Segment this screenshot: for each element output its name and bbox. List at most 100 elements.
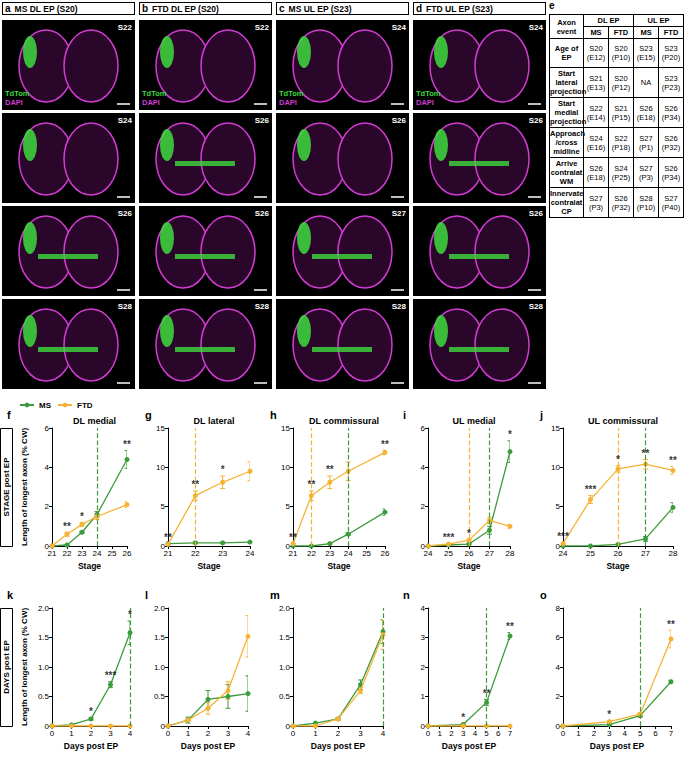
svg-text:1: 1 — [186, 729, 191, 738]
svg-text:S28: S28 — [529, 302, 544, 311]
svg-text:*: * — [89, 706, 93, 717]
svg-text:DL medial: DL medial — [73, 416, 116, 426]
svg-text:Days post EP: Days post EP — [181, 741, 236, 751]
svg-text:2: 2 — [336, 729, 341, 738]
svg-text:Stage: Stage — [197, 561, 220, 571]
svg-text:27: 27 — [641, 549, 650, 558]
svg-text:S26: S26 — [392, 116, 407, 125]
svg-text:***: *** — [105, 670, 117, 681]
svg-text:1.0: 1.0 — [38, 663, 50, 672]
svg-text:5: 5 — [638, 729, 643, 738]
svg-text:6: 6 — [421, 424, 426, 433]
svg-text:21: 21 — [289, 549, 298, 558]
svg-text:2: 2 — [449, 729, 454, 738]
svg-text:*: * — [221, 464, 225, 475]
svg-text:2: 2 — [206, 729, 211, 738]
svg-text:6: 6 — [653, 729, 658, 738]
svg-text:i: i — [403, 409, 406, 421]
svg-text:1: 1 — [313, 729, 318, 738]
svg-text:DAPI: DAPI — [416, 98, 434, 107]
svg-text:*: * — [508, 429, 512, 440]
svg-text:2: 2 — [89, 729, 94, 738]
svg-text:25: 25 — [362, 549, 371, 558]
svg-text:h: h — [270, 409, 277, 421]
svg-text:0: 0 — [166, 729, 171, 738]
svg-text:**: ** — [63, 521, 71, 532]
svg-text:Length of longest axon (% CW): Length of longest axon (% CW) — [20, 428, 29, 547]
svg-text:15: 15 — [551, 424, 560, 433]
svg-text:24: 24 — [344, 549, 353, 558]
svg-text:UL medial: UL medial — [453, 416, 496, 426]
svg-text:6: 6 — [556, 633, 561, 642]
svg-text:MS: MS — [39, 401, 52, 410]
svg-text:DAPI: DAPI — [142, 98, 160, 107]
svg-text:8: 8 — [556, 604, 561, 613]
svg-text:1.5: 1.5 — [279, 633, 291, 642]
svg-text:**: ** — [669, 455, 677, 466]
svg-text:2.0: 2.0 — [154, 604, 166, 613]
svg-text:S26: S26 — [255, 116, 270, 125]
svg-text:1.5: 1.5 — [38, 633, 50, 642]
svg-text:S22: S22 — [118, 23, 133, 32]
svg-text:g: g — [145, 409, 152, 421]
svg-text:S24: S24 — [392, 23, 407, 32]
svg-text:S24: S24 — [529, 23, 544, 32]
svg-text:Stage: Stage — [457, 561, 480, 571]
svg-text:TdTom: TdTom — [279, 89, 304, 98]
svg-text:25: 25 — [444, 549, 453, 558]
svg-text:24: 24 — [246, 549, 255, 558]
svg-text:21: 21 — [48, 549, 57, 558]
svg-text:DL lateral: DL lateral — [194, 416, 235, 426]
svg-text:4: 4 — [622, 729, 627, 738]
svg-text:2: 2 — [556, 692, 561, 701]
svg-text:Days post EP: Days post EP — [590, 741, 645, 751]
svg-text:26: 26 — [381, 549, 390, 558]
svg-text:3: 3 — [108, 729, 113, 738]
svg-text:Length of longest axon (% CW): Length of longest axon (% CW) — [20, 608, 29, 727]
svg-text:1: 1 — [421, 692, 426, 701]
svg-text:Stage: Stage — [327, 561, 350, 571]
svg-text:S28: S28 — [118, 302, 133, 311]
svg-text:24: 24 — [93, 549, 102, 558]
svg-text:0: 0 — [291, 729, 296, 738]
svg-text:22: 22 — [63, 549, 72, 558]
svg-text:4: 4 — [246, 729, 251, 738]
svg-text:22: 22 — [191, 549, 200, 558]
svg-text:Days post EP: Days post EP — [64, 741, 119, 751]
svg-text:TdTom: TdTom — [142, 89, 167, 98]
svg-text:***: *** — [557, 531, 569, 542]
svg-text:**: ** — [191, 479, 199, 490]
svg-text:0.5: 0.5 — [38, 692, 50, 701]
svg-text:***: *** — [443, 532, 455, 543]
svg-text:*: * — [128, 609, 132, 620]
svg-text:10: 10 — [551, 463, 560, 472]
svg-text:S28: S28 — [255, 302, 270, 311]
svg-text:TdTom: TdTom — [5, 89, 30, 98]
svg-text:24: 24 — [424, 549, 433, 558]
svg-text:4: 4 — [421, 604, 426, 613]
svg-text:22: 22 — [307, 549, 316, 558]
svg-text:**: ** — [381, 439, 389, 450]
svg-text:Days post EP: Days post EP — [311, 741, 366, 751]
svg-text:**: ** — [308, 479, 316, 490]
svg-text:25: 25 — [586, 549, 595, 558]
svg-text:**: ** — [483, 688, 491, 699]
svg-text:23: 23 — [218, 549, 227, 558]
svg-text:28: 28 — [669, 549, 678, 558]
svg-text:6: 6 — [496, 729, 501, 738]
svg-text:*: * — [461, 712, 465, 723]
svg-text:Stage: Stage — [78, 561, 101, 571]
svg-text:4: 4 — [45, 463, 50, 472]
svg-text:24: 24 — [559, 549, 568, 558]
svg-text:26: 26 — [614, 549, 623, 558]
svg-text:Stage: Stage — [606, 561, 629, 571]
svg-text:23: 23 — [325, 549, 334, 558]
svg-text:**: ** — [164, 532, 172, 543]
svg-text:FTD: FTD — [77, 401, 93, 410]
svg-text:21: 21 — [164, 549, 173, 558]
svg-text:5: 5 — [161, 502, 166, 511]
svg-text:l: l — [145, 589, 148, 601]
svg-text:**: ** — [326, 464, 334, 475]
svg-text:15: 15 — [156, 424, 165, 433]
svg-text:*: * — [616, 454, 620, 465]
